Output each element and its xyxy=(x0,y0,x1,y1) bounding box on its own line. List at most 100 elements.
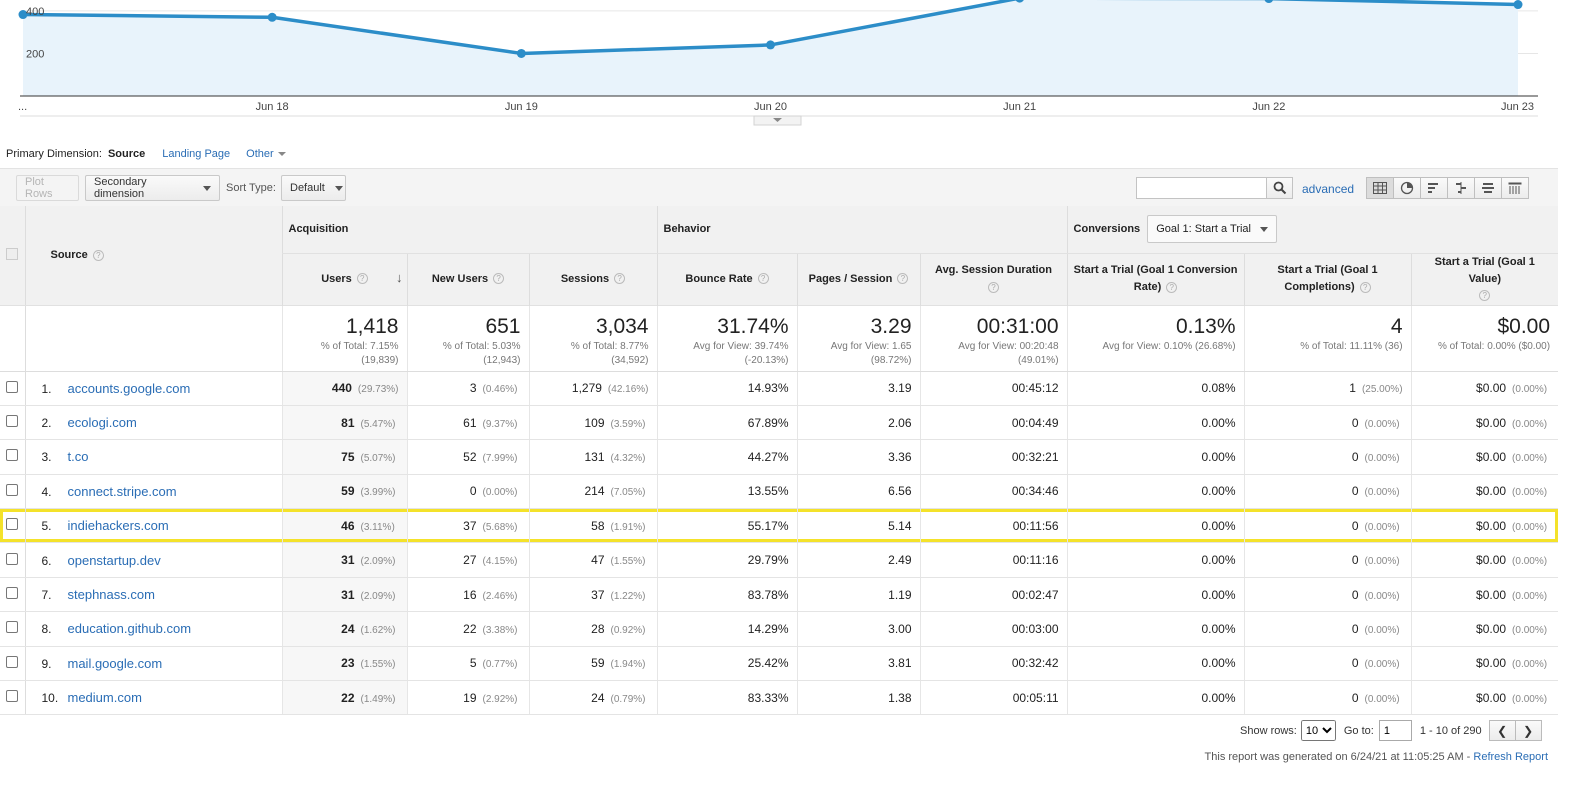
help-icon[interactable]: ? xyxy=(1359,281,1371,293)
row-check-cell xyxy=(0,439,26,475)
bounce-cell: 29.79% xyxy=(656,542,797,578)
pie-view-button[interactable] xyxy=(1393,177,1421,199)
source-link[interactable]: accounts.google.com xyxy=(67,380,191,396)
source-link[interactable]: medium.com xyxy=(67,690,142,706)
data-point xyxy=(1264,0,1274,4)
primary-dimension-source[interactable]: Source xyxy=(107,148,146,160)
value-value: $0.00 xyxy=(1476,484,1507,499)
source-link[interactable]: ecologi.com xyxy=(67,415,137,431)
bounce-value: 83.78% xyxy=(747,587,789,602)
source-link[interactable]: mail.google.com xyxy=(67,655,163,671)
table-search-input[interactable] xyxy=(1136,177,1267,199)
value-percent: (0.00%) xyxy=(1512,452,1548,464)
completions-header[interactable]: Start a Trial (Goal 1 Completions)? xyxy=(1243,253,1412,305)
next-page-button[interactable]: ❯ xyxy=(1514,720,1542,741)
avg-duration-header[interactable]: Avg. Session Duration? xyxy=(919,253,1068,305)
duration-value: 00:11:56 xyxy=(1012,518,1059,533)
help-icon[interactable]: ? xyxy=(757,273,769,285)
value-cell: $0.00 (0.00%) xyxy=(1410,371,1559,406)
refresh-report-link[interactable]: Refresh Report xyxy=(1473,751,1548,763)
row-checkbox[interactable] xyxy=(6,483,19,496)
sessions-percent: (0.79%) xyxy=(610,693,646,705)
advanced-filter-link[interactable]: advanced xyxy=(1302,182,1355,196)
help-icon[interactable]: ? xyxy=(493,273,505,285)
goal-select-dropdown[interactable]: Goal 1: Start a Trial xyxy=(1147,215,1277,244)
sort-type-dropdown[interactable]: Default xyxy=(281,175,346,201)
users-cell: 81 (5.47%) xyxy=(281,405,407,441)
comp-value: 0 xyxy=(1351,553,1359,568)
row-check-cell xyxy=(0,611,26,647)
value-value: $0.00 xyxy=(1476,415,1507,430)
data-point xyxy=(267,12,277,22)
pages-session-header[interactable]: Pages / Session? xyxy=(796,253,920,305)
value-value: $0.00 xyxy=(1476,587,1507,602)
source-header[interactable]: Source? xyxy=(25,206,282,305)
comp-percent: (0.00%) xyxy=(1364,659,1400,671)
row-checkbox[interactable] xyxy=(6,380,19,393)
row-checkbox[interactable] xyxy=(6,518,19,531)
help-icon[interactable]: ? xyxy=(92,249,104,261)
row-checkbox[interactable] xyxy=(6,655,19,668)
secondary-dimension-dropdown[interactable]: Secondary dimension xyxy=(85,175,220,201)
term-cloud-view-button[interactable] xyxy=(1474,177,1502,199)
search-button[interactable] xyxy=(1266,177,1293,199)
help-icon[interactable]: ? xyxy=(1166,281,1178,293)
conv-value: 0.00% xyxy=(1201,621,1236,636)
sessions-header[interactable]: Sessions? xyxy=(528,253,657,305)
conv-cell: 0.00% xyxy=(1066,439,1245,475)
row-checkbox[interactable] xyxy=(6,587,19,600)
source-link[interactable]: education.github.com xyxy=(67,621,192,637)
source-link[interactable]: t.co xyxy=(67,449,89,465)
table-view-button[interactable] xyxy=(1366,177,1394,199)
goal-value-header[interactable]: Start a Trial (Goal 1 Value)? xyxy=(1410,253,1559,305)
source-link[interactable]: indiehackers.com xyxy=(67,518,169,534)
row-checkbox[interactable] xyxy=(6,449,19,462)
y-tick-label: 400 xyxy=(26,6,44,18)
completions-header-label: Start a Trial (Goal 1 Completions) xyxy=(1277,264,1378,293)
row-checkbox[interactable] xyxy=(6,690,19,703)
sessions-cell: 1,279 (42.16%) xyxy=(528,371,657,406)
sessions-percent: (1.55%) xyxy=(610,556,646,568)
help-icon[interactable]: ? xyxy=(988,281,1000,293)
sessions-value: 24 xyxy=(591,690,605,705)
bounce-rate-header[interactable]: Bounce Rate? xyxy=(656,253,797,305)
value-value: $0.00 xyxy=(1476,518,1507,533)
table-row: 8. education.github.com 24 (1.62%) 22 (3.38%)… xyxy=(0,611,1559,647)
pivot-view-button[interactable] xyxy=(1501,177,1529,199)
users-header[interactable]: Users? ↓ xyxy=(281,253,407,305)
help-icon[interactable]: ? xyxy=(614,273,626,285)
total-pages-session-sub: Avg for View: 1.65 xyxy=(830,340,912,352)
totals-check-cell xyxy=(0,304,26,372)
goto-input[interactable] xyxy=(1378,720,1412,741)
row-checkbox[interactable] xyxy=(6,621,19,634)
help-icon[interactable]: ? xyxy=(897,273,909,285)
source-link[interactable]: openstartup.dev xyxy=(67,552,161,568)
help-icon[interactable]: ? xyxy=(356,273,368,285)
conversion-rate-header[interactable]: Start a Trial (Goal 1 Conversion Rate)? xyxy=(1066,253,1245,305)
row-checkbox[interactable] xyxy=(6,415,19,428)
row-checkbox[interactable] xyxy=(6,552,19,565)
performance-view-button[interactable] xyxy=(1420,177,1448,199)
chevron-right-icon: ❯ xyxy=(1523,723,1534,738)
report-table: Source? Acquisition Behavior Conversions… xyxy=(0,206,1559,716)
new_users-value: 3 xyxy=(469,381,477,396)
help-icon[interactable]: ? xyxy=(1479,290,1491,302)
bounce-cell: 83.33% xyxy=(656,680,797,716)
select-all-checkbox[interactable] xyxy=(6,247,19,260)
row-check-cell xyxy=(0,680,26,716)
sort-descending-icon[interactable]: ↓ xyxy=(396,269,403,285)
new-users-header[interactable]: New Users? xyxy=(406,253,529,305)
total-users: 1,418 % of Total: 7.15% (19,839) xyxy=(281,304,407,372)
comparison-view-button[interactable] xyxy=(1447,177,1475,199)
primary-dimension-other[interactable]: Other xyxy=(246,148,286,160)
value-value: $0.00 xyxy=(1476,553,1507,568)
primary-dimension-landing-page[interactable]: Landing Page xyxy=(162,148,231,160)
comp-percent: (0.00%) xyxy=(1364,452,1400,464)
plot-rows-button[interactable]: Plot Rows xyxy=(16,175,79,201)
comp-cell: 1 (25.00%) xyxy=(1243,371,1412,406)
prev-page-button[interactable]: ❮ xyxy=(1488,720,1516,741)
show-rows-select[interactable]: 10 xyxy=(1300,720,1336,741)
source-link[interactable]: connect.stripe.com xyxy=(67,483,177,499)
x-tick-label: Jun 21 xyxy=(1003,101,1036,113)
source-link[interactable]: stephnass.com xyxy=(67,587,155,603)
